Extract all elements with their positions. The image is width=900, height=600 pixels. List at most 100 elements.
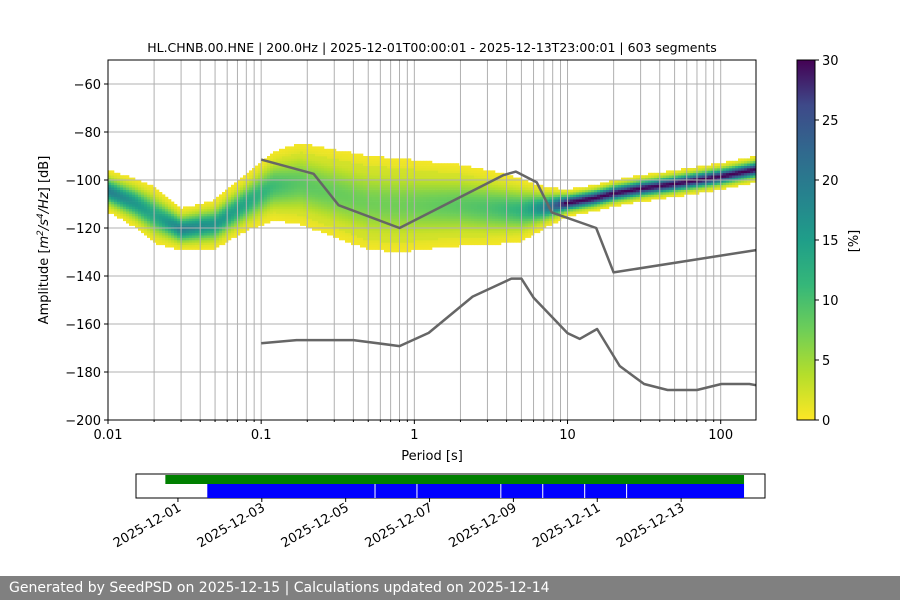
heatmap-cell [318, 216, 322, 219]
heatmap-cell [363, 204, 367, 207]
heatmap-cell [423, 177, 427, 181]
heatmap-cell [216, 232, 220, 236]
heatmap-cell [591, 184, 595, 188]
heatmap-cell [405, 211, 409, 214]
heatmap-cell [471, 201, 475, 205]
heatmap-cell [429, 240, 433, 243]
heatmap-cell [702, 168, 706, 171]
heatmap-cell [510, 225, 514, 229]
heatmap-cell [534, 196, 538, 200]
heatmap-cell [480, 180, 484, 183]
heatmap-cell [300, 206, 304, 210]
heatmap-cell [360, 240, 364, 243]
heatmap-cell [129, 199, 133, 202]
heatmap-cell [462, 240, 466, 243]
heatmap-cell [357, 206, 361, 210]
heatmap-cell [603, 206, 607, 210]
heatmap-cell [540, 187, 544, 190]
heatmap-cell [141, 192, 145, 195]
heatmap-cell [366, 172, 370, 176]
heatmap-cell [282, 148, 286, 152]
heatmap-cell [375, 199, 379, 202]
heatmap-cell [186, 211, 190, 214]
heatmap-cell [504, 232, 508, 236]
heatmap-cell [177, 208, 181, 212]
heatmap-cell [408, 216, 412, 219]
heatmap-cell [201, 230, 205, 234]
heatmap-cell [432, 175, 436, 178]
heatmap-cell [303, 201, 307, 205]
heatmap-cell [240, 228, 244, 231]
heatmap-cell [369, 187, 373, 190]
heatmap-cell [309, 175, 313, 178]
heatmap-cell [738, 170, 742, 174]
heatmap-cell [390, 182, 394, 186]
heatmap-cell [543, 206, 547, 210]
heatmap-cell [336, 228, 340, 231]
heatmap-cell [285, 192, 289, 195]
heatmap-cell [363, 206, 367, 210]
heatmap-cell [471, 184, 475, 188]
heatmap-cell [390, 208, 394, 212]
heatmap-cell [147, 218, 151, 222]
heatmap-cell [621, 184, 625, 188]
heatmap-cell [399, 228, 403, 231]
heatmap-cell [603, 187, 607, 190]
heatmap-cell [360, 182, 364, 186]
heatmap-cell [414, 184, 418, 188]
heatmap-cell [297, 213, 301, 217]
heatmap-cell [309, 165, 313, 169]
heatmap-cell [225, 232, 229, 236]
heatmap-cell [651, 192, 655, 195]
heatmap-cell [114, 187, 118, 190]
heatmap-cell [234, 208, 238, 212]
heatmap-cell [510, 206, 514, 210]
heatmap-cell [276, 201, 280, 205]
heatmap-cell [429, 177, 433, 181]
heatmap-cell [288, 177, 292, 181]
heatmap-cell [186, 213, 190, 217]
heatmap-cell [669, 187, 673, 190]
heatmap-cell [705, 170, 709, 174]
heatmap-cell [495, 230, 499, 234]
heatmap-cell [363, 208, 367, 212]
heatmap-cell [315, 148, 319, 152]
heatmap-cell [504, 189, 508, 193]
heatmap-cell [138, 208, 142, 212]
heatmap-cell [294, 194, 298, 198]
heatmap-cell [498, 242, 502, 246]
heatmap-cell [387, 201, 391, 205]
heatmap-cell [384, 160, 388, 164]
heatmap-cell [597, 194, 601, 198]
heatmap-cell [720, 168, 724, 171]
heatmap-cell [372, 232, 376, 236]
heatmap-cell [750, 170, 754, 174]
heatmap-cell [399, 182, 403, 186]
heatmap-cell [129, 218, 133, 222]
heatmap-cell [414, 177, 418, 181]
heatmap-cell [399, 180, 403, 183]
heatmap-cell [303, 177, 307, 181]
heatmap-cell [603, 201, 607, 205]
heatmap-cell [225, 237, 229, 241]
heatmap-cell [510, 180, 514, 183]
heatmap-cell [495, 220, 499, 224]
heatmap-cell [450, 170, 454, 174]
heatmap-cell [384, 196, 388, 200]
heatmap-cell [342, 165, 346, 169]
heatmap-cell [495, 180, 499, 183]
heatmap-cell [705, 180, 709, 183]
heatmap-cell [645, 175, 649, 178]
heatmap-cell [354, 192, 358, 195]
heatmap-cell [480, 208, 484, 212]
heatmap-cell [216, 223, 220, 226]
heatmap-cell [438, 242, 442, 246]
heatmap-cell [357, 192, 361, 195]
heatmap-cell [237, 220, 241, 224]
heatmap-cell [630, 180, 634, 183]
heatmap-cell [522, 208, 526, 212]
heatmap-cell [288, 211, 292, 214]
heatmap-cell [210, 240, 214, 243]
heatmap-cell [525, 187, 529, 190]
heatmap-cell [687, 180, 691, 183]
